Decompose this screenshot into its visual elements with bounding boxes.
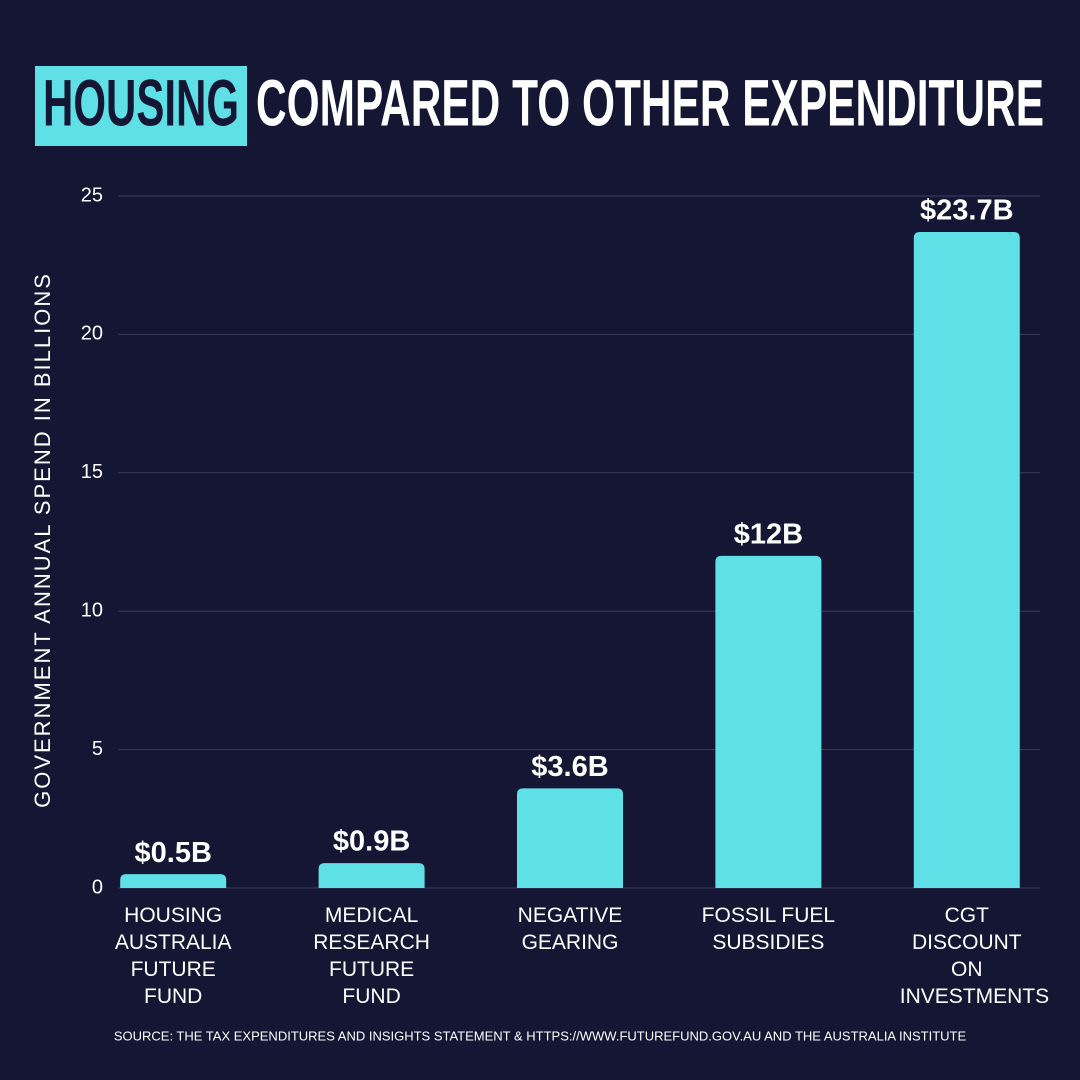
value-label: $23.7B	[920, 195, 1014, 227]
x-tick-label: NEGATIVE GEARING	[517, 904, 623, 954]
x-tick-label: MEDICAL RESEARCH FUTURE FUND	[313, 904, 430, 1008]
value-label: $0.5B	[135, 837, 212, 869]
value-label: $0.9B	[333, 826, 410, 858]
y-tick-label: 0	[92, 876, 103, 898]
source: SOURCE: THE TAX EXPENDITURES AND INSIGHT…	[114, 1028, 967, 1043]
x-tick-label: CGT DISCOUNT ON INVESTMENTS	[899, 904, 1050, 1008]
y-tick-label: 10	[81, 599, 103, 621]
y-tick-label: 15	[81, 461, 103, 483]
value-label: $3.6B	[531, 751, 608, 783]
x-tick-label: FOSSIL FUEL SUBSIDIES	[701, 904, 836, 954]
bar	[517, 788, 623, 888]
value-label: $12B	[734, 518, 803, 550]
chart-title: COMPARED TO OTHER EXPENDITURE	[256, 65, 1044, 139]
bar	[120, 874, 227, 888]
y-axis-label: GOVERNMENT ANNUAL SPEND IN BILLIONS	[30, 272, 55, 808]
y-tick-label: 20	[81, 323, 103, 345]
bar	[318, 863, 425, 888]
title-highlight-box	[35, 66, 247, 146]
bar	[913, 231, 1020, 888]
title-highlight: HOUSING	[43, 65, 239, 139]
x-tick-label: HOUSING AUSTRALIA FUTURE FUND	[114, 904, 232, 1008]
y-tick-label: 5	[92, 738, 103, 760]
y-tick-label: 25	[81, 184, 103, 206]
bar	[715, 555, 822, 888]
